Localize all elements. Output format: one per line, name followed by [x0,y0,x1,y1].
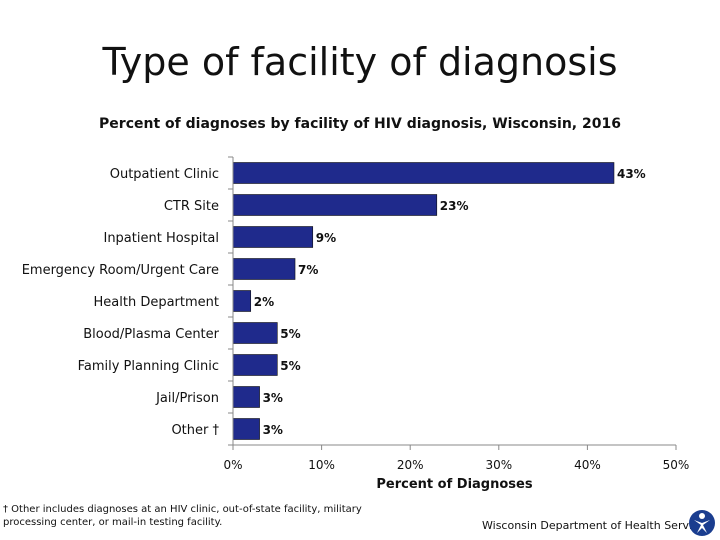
value-label: 9% [316,231,336,245]
value-label: 43% [617,167,646,181]
bar [232,322,278,344]
value-label: 7% [298,263,318,277]
category-label: Health Department [94,295,220,310]
value-label: 5% [280,327,300,341]
x-tick-label: 0% [223,458,242,472]
category-label: CTR Site [164,199,219,214]
bar [232,354,278,376]
value-label: 3% [263,391,283,405]
bar [232,194,438,216]
credit-text: Wisconsin Department of Health Services [482,519,711,532]
x-tick-label: 30% [485,458,512,472]
bar [232,258,296,280]
x-tick-label: 20% [397,458,424,472]
bar [232,226,314,248]
category-label: Outpatient Clinic [110,167,219,182]
x-tick-label: 40% [574,458,601,472]
value-label: 5% [280,359,300,373]
category-label: Blood/Plasma Center [83,327,219,342]
bar-chart: Outpatient Clinic 43% CTR Site 23% Inpatient… [22,156,690,492]
category-label: Jail/Prison [155,391,219,406]
category-label: Family Planning Clinic [78,359,219,374]
x-tick-label: 10% [308,458,335,472]
value-label: 3% [263,423,283,437]
category-label: Other † [171,423,219,438]
bar [232,418,260,440]
person-figure-icon [689,510,715,536]
x-tick-label: 50% [663,458,690,472]
bar [232,386,260,408]
bar [232,290,252,312]
chart-subtitle: Percent of diagnoses by facility of HIV … [99,116,621,132]
value-label: 2% [254,295,274,309]
footnote: † Other includes diagnoses at an HIV cli… [3,504,362,528]
value-label: 23% [440,199,469,213]
category-label: Inpatient Hospital [103,231,219,246]
chart-title: Type of facility of diagnosis [102,40,618,84]
bar [232,162,615,184]
category-label: Emergency Room/Urgent Care [22,263,219,278]
x-axis-title: Percent of Diagnoses [376,477,532,492]
